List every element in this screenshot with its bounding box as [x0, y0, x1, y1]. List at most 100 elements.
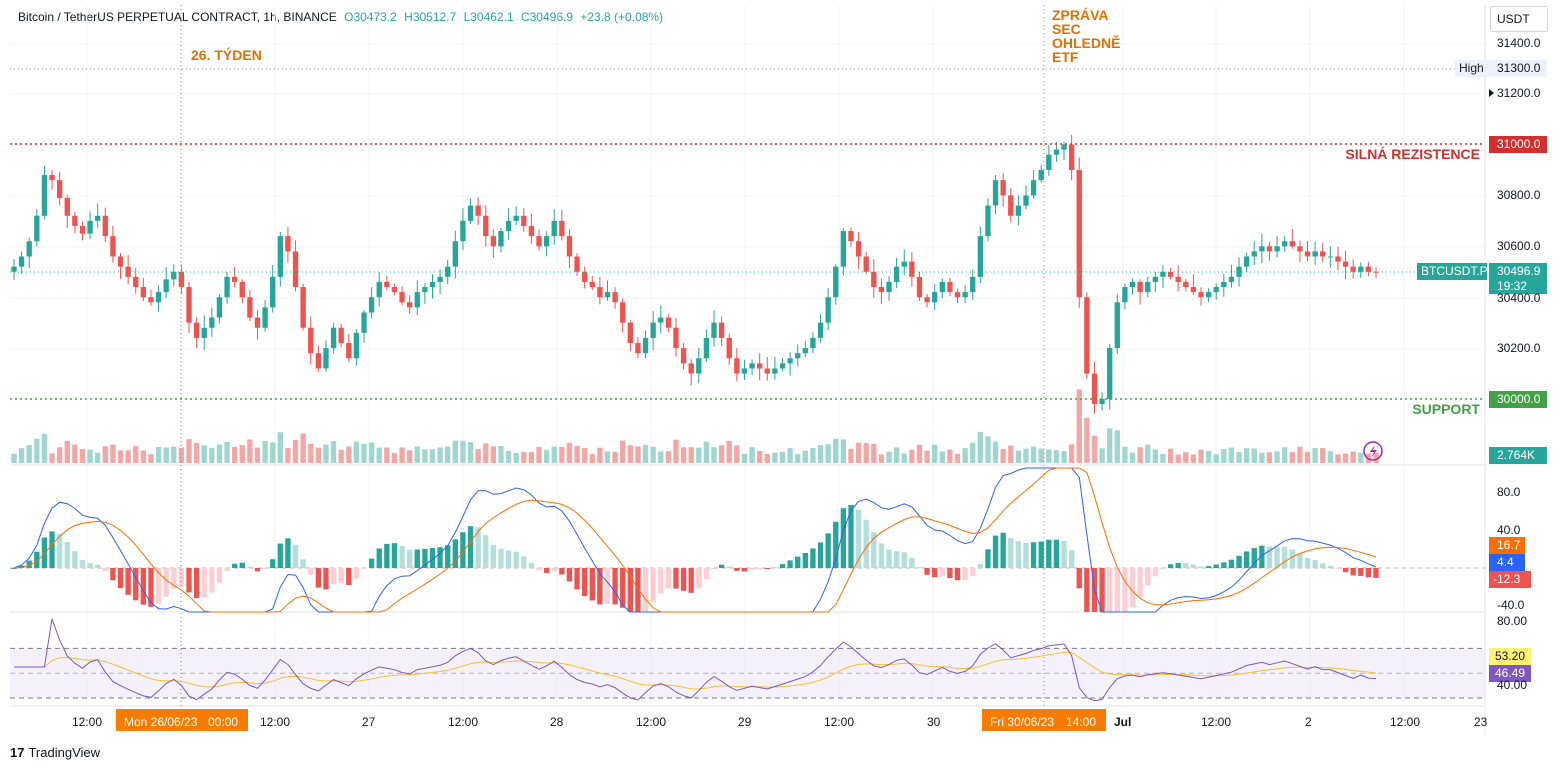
- macd-histogram-bar: [810, 548, 816, 568]
- macd-histogram-bar: [954, 568, 961, 581]
- candle-body: [962, 292, 968, 298]
- candle-body: [749, 363, 755, 369]
- rsi-value: 46.49: [1495, 666, 1525, 680]
- volume-bar: [315, 447, 322, 463]
- macd-histogram-bar: [1236, 555, 1242, 568]
- candle-body: [125, 266, 131, 277]
- candle-body: [437, 276, 443, 282]
- macd-histogram-bar: [148, 568, 154, 607]
- macd-histogram-bar: [1243, 551, 1250, 568]
- volume-bar: [734, 445, 740, 463]
- volume-bar: [1266, 452, 1273, 463]
- candle-body: [574, 256, 580, 272]
- currency-selector[interactable]: USDT: [1490, 6, 1548, 32]
- volume-bar: [41, 433, 48, 463]
- volume-bar: [270, 442, 276, 463]
- volume-bar: [498, 446, 504, 463]
- candle-body: [1175, 276, 1181, 282]
- macd-histogram-bar: [764, 568, 770, 570]
- candle-body: [178, 271, 185, 288]
- volume-bar: [1167, 448, 1174, 463]
- macd-histogram-bar: [1053, 539, 1060, 568]
- macd-histogram-bar: [505, 550, 512, 568]
- volume-bar: [110, 444, 116, 463]
- volume-bar: [536, 446, 542, 463]
- volume-bar: [34, 438, 40, 463]
- macd-histogram-bar: [163, 568, 169, 597]
- candle-body: [825, 297, 831, 323]
- volume-bar: [361, 443, 367, 463]
- volume-bar: [338, 449, 344, 463]
- candle-body: [954, 292, 961, 298]
- volume-bar: [254, 447, 261, 463]
- macd-histogram-bar: [1030, 542, 1037, 568]
- macd-histogram-bar: [1274, 546, 1280, 568]
- candle-body: [893, 266, 900, 282]
- macd-histogram-bar: [886, 549, 892, 568]
- candle-body: [64, 197, 70, 216]
- macd-histogram-bar: [833, 521, 839, 568]
- macd-histogram-bar: [893, 551, 900, 568]
- candle-body: [589, 281, 595, 288]
- macd-histogram-bar: [604, 568, 611, 604]
- candle-body: [559, 220, 565, 237]
- candle-body: [1015, 205, 1022, 216]
- candle-body: [1297, 246, 1303, 252]
- news-annotation-line-4: ETF: [1052, 49, 1079, 65]
- macd-histogram-bar: [1342, 568, 1349, 573]
- volume-bar: [11, 453, 17, 463]
- macd-histogram-bar: [338, 568, 344, 584]
- candle-body: [665, 317, 672, 328]
- candle-body: [635, 343, 641, 354]
- news-annotation-line-3: OHLEDNĚ: [1052, 34, 1120, 51]
- candle-body: [254, 317, 261, 328]
- candle-body: [277, 236, 283, 277]
- candle-body: [566, 236, 573, 257]
- candle-body: [315, 353, 322, 369]
- candle-body: [757, 363, 763, 369]
- macd-histogram-bar: [536, 568, 542, 571]
- candle-body: [216, 297, 223, 318]
- candle-body: [467, 205, 474, 221]
- macd-histogram-bar: [193, 568, 200, 599]
- volume-bar: [810, 448, 816, 463]
- time-highlight-right-date: Fri 30/06/23: [990, 715, 1054, 729]
- candle-body: [932, 292, 938, 303]
- macd-histogram-bar: [285, 538, 291, 568]
- volume-bar: [1084, 417, 1090, 463]
- volume-bar: [292, 439, 299, 463]
- macd-histogram-bar: [133, 568, 139, 601]
- volume-bar: [452, 440, 458, 463]
- volume-bar: [475, 449, 481, 463]
- resistance-value-bg: [1489, 136, 1547, 153]
- volume-bar: [346, 446, 352, 463]
- macd-histogram-bar: [300, 559, 306, 568]
- volume-bar: [779, 451, 786, 463]
- volume-bar: [1030, 446, 1037, 463]
- macd-histogram-bar: [353, 568, 360, 579]
- macd-histogram-bar: [1015, 541, 1022, 568]
- macd-histogram-bar: [26, 560, 32, 568]
- price-tick: 31400.0: [1497, 36, 1541, 50]
- macd-histogram-bar: [757, 568, 763, 570]
- lightning-icon[interactable]: [1363, 441, 1383, 461]
- volume-bar: [726, 440, 732, 463]
- volume-bar: [407, 450, 413, 463]
- ohlc-open: O30473.2: [344, 10, 397, 24]
- macd-histogram-bar: [1350, 568, 1356, 576]
- macd-histogram-bar: [186, 568, 192, 593]
- volume-bar: [300, 433, 306, 463]
- candle-body: [201, 327, 207, 338]
- volume-bar: [1175, 454, 1181, 463]
- macd-histogram-bar: [916, 567, 923, 569]
- time-tick: 12:00: [448, 715, 478, 729]
- tradingview-logo[interactable]: 17 TradingView: [10, 745, 100, 760]
- volume-bar: [620, 440, 626, 463]
- macd-histogram-bar: [627, 568, 633, 612]
- macd-histogram-bar: [209, 568, 215, 593]
- candle-body: [193, 322, 200, 338]
- macd-histogram-bar: [513, 551, 519, 568]
- candle-body: [368, 297, 375, 313]
- candle-body: [1122, 287, 1128, 303]
